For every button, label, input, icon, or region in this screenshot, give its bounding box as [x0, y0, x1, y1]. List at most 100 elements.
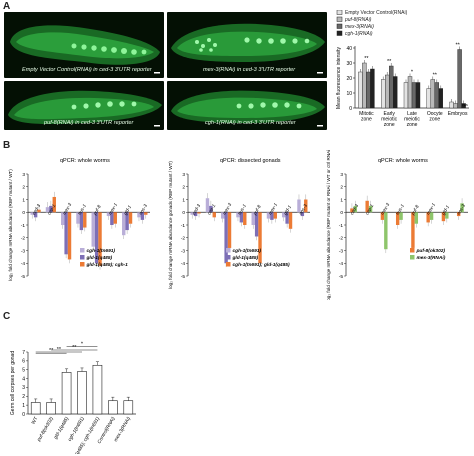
legend-label: gld-1(q485)	[232, 255, 259, 261]
bar	[92, 364, 103, 415]
gene-label: puf-8	[92, 204, 102, 217]
y-tick-label: 1	[22, 197, 25, 203]
bar	[300, 212, 305, 217]
y-tick-label: 1	[182, 197, 185, 203]
bar	[52, 196, 56, 213]
y-tick-label: -5	[181, 274, 186, 280]
bar	[125, 212, 129, 231]
bar	[212, 212, 216, 218]
gene-label: nos-3	[298, 203, 308, 216]
bar	[368, 205, 373, 213]
y-tick-label: 2	[340, 185, 343, 191]
gene-label: puf-8	[410, 204, 420, 217]
legend-label: mex-3(RNAi)	[417, 255, 446, 261]
bar	[106, 212, 111, 217]
na-label: n/a	[462, 103, 468, 107]
significance-label: **	[433, 73, 438, 79]
gene-label: gld-1	[441, 204, 451, 216]
gene-label: gld-1	[283, 204, 293, 216]
significance-label: **	[387, 59, 392, 65]
y-axis-label: log₂ fold change mRNA abundance gonads (…	[168, 161, 173, 289]
legend-label: cgh-1(tn691); gld-1(q485)	[233, 262, 290, 268]
bar	[460, 203, 464, 213]
micrograph-control: Empty Vector Control(RNAi) in ced-3 3'UT…	[4, 12, 164, 78]
bar	[144, 212, 148, 215]
bar	[266, 212, 271, 219]
worm-image-puf8	[8, 90, 162, 127]
caption-rest: in ced-3 3'UTR reporter	[235, 120, 296, 126]
chart-title: qPCR: whole worms	[378, 158, 428, 164]
bar	[94, 212, 99, 264]
bar	[438, 88, 444, 109]
bar	[384, 212, 388, 250]
legend-label: mex-3(RNAi)	[345, 24, 374, 30]
category-label: zone	[361, 117, 372, 123]
bar	[411, 212, 415, 248]
bar	[407, 76, 413, 109]
y-tick-label: -5	[339, 274, 344, 280]
legend-label: puf-8(RNAi)	[344, 17, 372, 23]
chart-qpcr-whole-worms-2: qPCR: whole worms -5 -4 -3 -2 -1 0 1 2 3 log₂ fold…	[326, 150, 468, 300]
bar	[426, 212, 430, 223]
panel-label-b: B	[3, 140, 11, 151]
category-label: meiotic	[404, 117, 420, 123]
significance-label: *	[411, 70, 414, 76]
chart-fluorescence: Empty Vector Control(RNAi)puf-8(RNAi)mex…	[336, 10, 469, 128]
micrograph-caption: Empty Vector Control(RNAi) in ced-3 3'UT…	[22, 67, 152, 73]
y-tick-label: 40	[346, 46, 352, 52]
bar	[239, 212, 244, 223]
y-tick-label: -4	[181, 261, 186, 267]
bar	[98, 212, 102, 266]
chart-qpcr-dissected-gonads: qPCR: dissected gonads -5 -4 -3 -2 -1 0 1 2 3 log₂…	[168, 158, 310, 289]
bar	[304, 199, 308, 213]
legend-swatch	[226, 255, 231, 260]
micrograph-caption: puf-8(RNAi) in ced-3 3'UTR reporter	[44, 120, 133, 126]
rnai-name: puf-8(RNAi)	[44, 120, 74, 126]
bar	[251, 212, 255, 225]
y-tick-label: 20	[346, 76, 352, 82]
gene-label: hus-1	[237, 203, 247, 216]
bar	[128, 212, 133, 224]
bar	[224, 212, 228, 264]
bar	[236, 212, 240, 218]
micrograph-cgh1: cgh-1(RNAi) in ced-3 3'UTR reporter	[167, 81, 327, 130]
caption-rest: in ced-3 3'UTR reporter	[235, 67, 296, 73]
y-tick-label: 0	[22, 412, 25, 418]
bar	[273, 212, 277, 219]
category-label: Early	[383, 111, 395, 117]
y-tick-label: -3	[181, 248, 186, 254]
gene-label: nos-3	[456, 203, 466, 216]
category-label: meiotic	[381, 117, 397, 123]
bar	[64, 212, 68, 255]
gene-label: ced-3	[191, 203, 201, 216]
gene-label: nos-3	[138, 203, 148, 216]
y-tick-label: 0	[340, 210, 343, 216]
bar	[243, 212, 247, 225]
gene-label: cep-1	[46, 203, 56, 216]
bar	[221, 212, 225, 219]
y-tick-label: 0	[22, 210, 25, 216]
bar	[108, 400, 118, 415]
bar	[83, 212, 87, 228]
bar	[282, 212, 286, 218]
legend-swatch	[410, 255, 415, 260]
bar	[457, 49, 462, 109]
bar	[353, 205, 358, 213]
legend-swatch	[336, 16, 343, 22]
y-tick-label: 3	[182, 172, 185, 178]
bar	[46, 402, 56, 415]
bar	[285, 212, 289, 224]
gene-label: mex-3	[380, 202, 391, 216]
y-tick-label: -2	[21, 236, 26, 242]
bar	[258, 212, 262, 264]
y-tick-label: 4	[22, 376, 25, 382]
y-tick-label: 2	[22, 185, 25, 191]
gene-label: hus-1	[395, 203, 405, 216]
bar	[430, 79, 436, 109]
bar	[190, 212, 194, 215]
bar	[91, 212, 95, 247]
bar	[45, 207, 50, 213]
bar	[358, 71, 363, 109]
panel-label-a: A	[3, 1, 11, 12]
